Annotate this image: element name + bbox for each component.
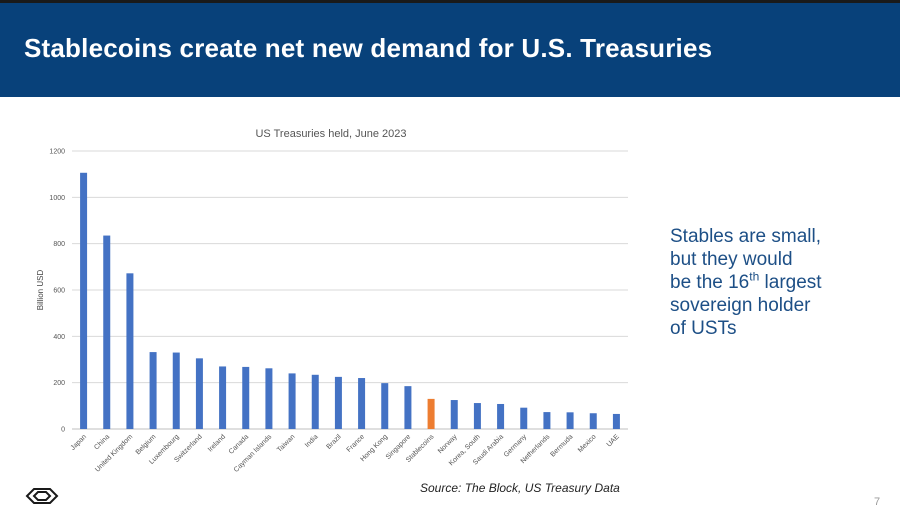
y-tick-label: 1000 <box>49 195 65 202</box>
bar <box>497 403 505 429</box>
y-tick-label: 400 <box>53 334 65 341</box>
bar <box>242 366 250 429</box>
y-tick-label: 200 <box>53 380 65 387</box>
x-tick-label: Bermuda <box>549 433 574 458</box>
bar <box>520 407 528 429</box>
bar <box>334 376 342 429</box>
top-border <box>0 0 900 3</box>
x-tick-label: Taiwan <box>276 433 296 453</box>
y-axis-label: Billion USD <box>36 270 45 311</box>
bar <box>358 378 366 429</box>
bar <box>219 366 227 429</box>
source-note: Source: The Block, US Treasury Data <box>420 481 620 495</box>
bar <box>566 412 574 429</box>
x-tick-label: India <box>304 433 320 449</box>
bar <box>195 358 203 429</box>
bar <box>288 373 296 429</box>
bar <box>381 383 389 429</box>
bar <box>103 235 111 429</box>
bar <box>589 413 597 429</box>
bar <box>149 352 157 429</box>
bar <box>265 368 273 429</box>
x-tick-label: Mexico <box>577 433 598 454</box>
side-note-line-3: be the 16th largest <box>670 271 870 294</box>
x-tick-label: France <box>346 433 366 453</box>
x-tick-label: Norway <box>437 433 459 455</box>
side-note-line-5: of USTs <box>670 318 737 339</box>
x-tick-label: Belgium <box>135 433 158 456</box>
bar <box>172 352 180 429</box>
x-tick-label: Japan <box>70 433 89 452</box>
slide-title: Stablecoins create net new demand for U.… <box>24 33 713 63</box>
y-tick-label: 1200 <box>49 149 65 156</box>
stacked-chevron-logo-icon <box>25 488 59 504</box>
bar <box>80 172 88 429</box>
side-note-line-3-post: largest <box>759 272 822 293</box>
bar <box>473 403 481 429</box>
bar <box>543 412 551 429</box>
y-tick-label: 0 <box>61 427 65 434</box>
x-tick-label: UAE <box>606 433 621 448</box>
x-tick-label: China <box>93 433 111 451</box>
page-number: 7 <box>874 496 881 508</box>
side-note-line-3-pre: be the 16 <box>670 272 750 293</box>
bar <box>311 374 319 429</box>
title-banner: Stablecoins create net new demand for U.… <box>0 3 900 97</box>
bar <box>612 413 620 429</box>
side-note-line-4: sovereign holder <box>670 295 811 316</box>
x-tick-label: Ireland <box>207 433 227 453</box>
side-note: Stables are small, but they would be the… <box>670 225 870 340</box>
x-tick-label: Canada <box>228 433 250 455</box>
bar <box>126 273 134 429</box>
x-tick-label: Brazil <box>325 433 343 451</box>
bar <box>450 400 458 429</box>
chart-title: US Treasuries held, June 2023 <box>255 128 406 140</box>
bar <box>404 386 412 429</box>
side-note-line-1: Stables are small, <box>670 226 822 247</box>
side-note-line-2: but they would <box>670 249 793 270</box>
bar <box>427 398 435 429</box>
y-tick-label: 800 <box>53 241 65 248</box>
side-note-superscript: th <box>749 269 760 284</box>
y-tick-label: 600 <box>53 288 65 295</box>
